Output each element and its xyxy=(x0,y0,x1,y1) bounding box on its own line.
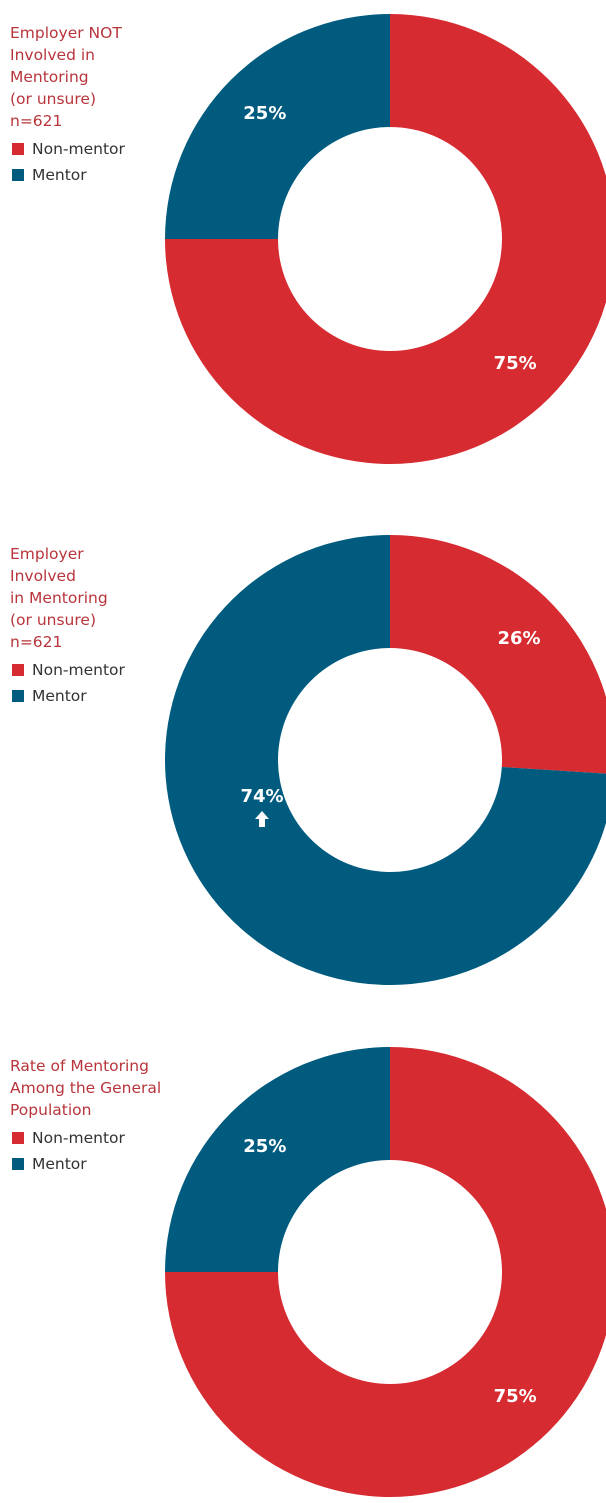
donut: 75% 25% xyxy=(165,1047,606,1497)
slice xyxy=(390,535,606,774)
donut: 75% 25% xyxy=(165,14,606,464)
legend-item: Non-mentor xyxy=(12,1125,125,1151)
chart-panel: 75% 25% Employer NOT Involved in Mentoring… xyxy=(0,0,606,470)
legend-item: Non-mentor xyxy=(12,136,125,162)
donut: 26% 74% xyxy=(165,535,606,985)
slice xyxy=(165,1047,390,1272)
slice xyxy=(165,14,390,239)
legend-swatch xyxy=(12,1158,24,1170)
legend-label: Mentor xyxy=(32,687,87,705)
legend-item: Mentor xyxy=(12,162,125,188)
legend-swatch xyxy=(12,1132,24,1144)
arrow-icon xyxy=(255,811,269,827)
legend-item: Non-mentor xyxy=(12,657,125,683)
slice-label: 26% xyxy=(497,628,540,649)
slice-label: 25% xyxy=(243,1136,286,1157)
legend-label: Mentor xyxy=(32,166,87,184)
legend: Non-mentor Mentor xyxy=(12,1125,125,1177)
slice-label: 75% xyxy=(494,353,537,374)
chart-panel: 26% 74% Employer Involved in Mentoring (or… xyxy=(0,521,606,991)
slice xyxy=(165,14,606,464)
slice-label: 74% xyxy=(240,786,283,807)
legend-swatch xyxy=(12,169,24,181)
legend: Non-mentor Mentor xyxy=(12,657,125,709)
slice-label: 25% xyxy=(243,103,286,124)
legend-swatch xyxy=(12,143,24,155)
chart-title: Employer Involved in Mentoring (or unsur… xyxy=(10,545,108,651)
legend-label: Mentor xyxy=(32,1155,87,1173)
legend-swatch xyxy=(12,690,24,702)
chart-title: Rate of Mentoring Among the General Popu… xyxy=(10,1057,162,1119)
legend-label: Non-mentor xyxy=(32,661,125,679)
chart-panel: 75% 25% Rate of Mentoring Among the Genera… xyxy=(0,1033,606,1503)
legend-label: Non-mentor xyxy=(32,1129,125,1147)
legend-label: Non-mentor xyxy=(32,140,125,158)
slice xyxy=(165,535,606,985)
legend-item: Mentor xyxy=(12,683,125,709)
chart-title: Employer NOT Involved in Mentoring (or u… xyxy=(10,24,122,130)
slice xyxy=(165,1047,606,1497)
legend: Non-mentor Mentor xyxy=(12,136,125,188)
legend-item: Mentor xyxy=(12,1151,125,1177)
legend-swatch xyxy=(12,664,24,676)
slice-label: 75% xyxy=(494,1386,537,1407)
